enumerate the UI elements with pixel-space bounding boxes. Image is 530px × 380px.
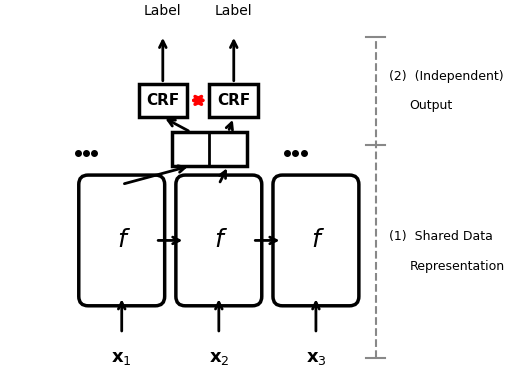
Bar xyxy=(172,132,247,166)
FancyBboxPatch shape xyxy=(79,175,165,306)
Text: f: f xyxy=(215,228,223,252)
Text: (1)  Shared Data: (1) Shared Data xyxy=(388,230,492,243)
Text: $\mathbf{x}_2$: $\mathbf{x}_2$ xyxy=(208,349,229,367)
Text: f: f xyxy=(312,228,320,252)
Text: Output: Output xyxy=(409,100,453,112)
Text: Representation: Representation xyxy=(409,260,505,273)
Text: Label: Label xyxy=(215,4,253,18)
Text: CRF: CRF xyxy=(146,93,180,108)
Bar xyxy=(209,84,258,117)
Text: (2)  (Independent): (2) (Independent) xyxy=(388,70,504,82)
Bar xyxy=(138,84,187,117)
Text: $\mathbf{x}_1$: $\mathbf{x}_1$ xyxy=(111,349,132,367)
FancyBboxPatch shape xyxy=(273,175,359,306)
Text: CRF: CRF xyxy=(217,93,250,108)
Text: Label: Label xyxy=(144,4,182,18)
Text: $\mathbf{x}_3$: $\mathbf{x}_3$ xyxy=(306,349,326,367)
FancyBboxPatch shape xyxy=(176,175,262,306)
Text: f: f xyxy=(117,228,126,252)
